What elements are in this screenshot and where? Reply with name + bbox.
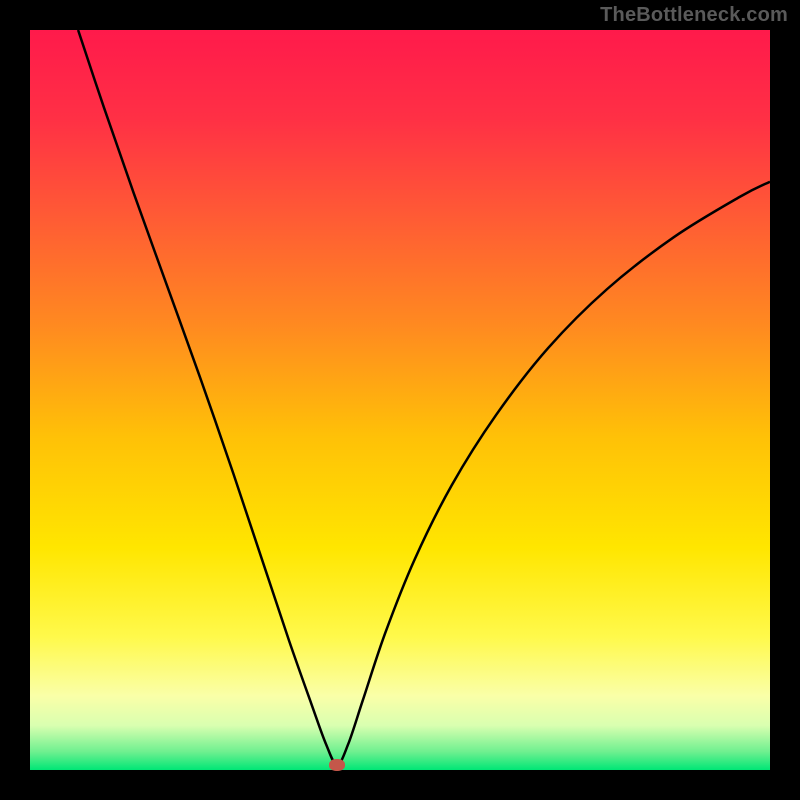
bottleneck-curve [30, 30, 770, 770]
optimal-point-marker [329, 759, 345, 771]
watermark-text: TheBottleneck.com [600, 4, 788, 27]
plot-area [30, 30, 770, 770]
